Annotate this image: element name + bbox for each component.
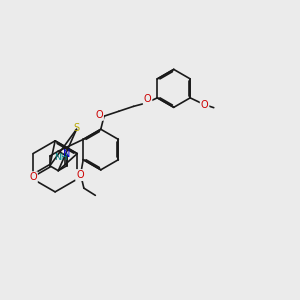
- Text: O: O: [201, 100, 208, 110]
- Text: N: N: [63, 149, 70, 159]
- Text: O: O: [95, 110, 103, 120]
- Text: O: O: [144, 94, 152, 104]
- Text: O: O: [29, 172, 37, 182]
- Text: O: O: [76, 170, 84, 180]
- Text: NH: NH: [54, 153, 67, 162]
- Text: S: S: [74, 123, 80, 133]
